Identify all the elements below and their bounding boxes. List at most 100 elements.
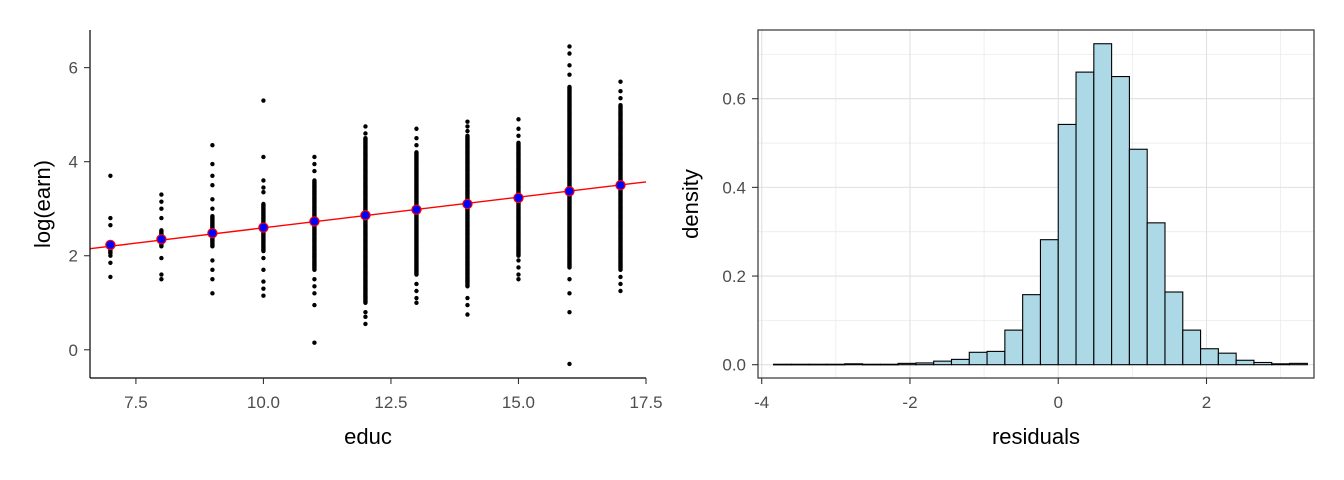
data-point xyxy=(261,185,266,190)
data-point xyxy=(159,255,164,261)
histogram-bar xyxy=(773,363,792,366)
data-point xyxy=(414,150,419,155)
histogram-bar xyxy=(1111,76,1130,366)
data-point xyxy=(414,143,419,148)
histogram-bar xyxy=(861,363,881,366)
data-point xyxy=(210,197,215,202)
x-tick-label: 2 xyxy=(1202,393,1211,412)
data-point xyxy=(363,309,368,315)
data-point xyxy=(363,135,368,141)
histogram-bar xyxy=(1004,329,1024,366)
data-point xyxy=(108,222,113,228)
group-mean-point xyxy=(462,198,473,210)
data-point xyxy=(516,140,521,146)
data-point xyxy=(261,267,266,273)
data-point xyxy=(516,272,521,277)
data-point xyxy=(312,302,317,308)
data-point xyxy=(261,286,266,291)
data-point xyxy=(261,154,266,160)
y-axis-ticks: 0.0 0.2 0.4 0.6 xyxy=(722,90,758,375)
histogram-bar xyxy=(1075,71,1095,366)
histogram-bar xyxy=(1146,222,1166,366)
data-point xyxy=(516,133,521,139)
x-tick-label: 12.5 xyxy=(374,393,407,412)
data-point xyxy=(516,265,521,270)
data-point xyxy=(465,128,470,134)
group-mean-point xyxy=(309,216,320,227)
data-point xyxy=(312,154,317,160)
data-point xyxy=(210,206,215,211)
group-mean-point xyxy=(411,204,422,215)
group-mean-point xyxy=(564,186,575,197)
data-point xyxy=(261,178,266,183)
group-mean-point xyxy=(513,192,524,204)
histogram-bar xyxy=(1039,239,1059,366)
histogram-bar xyxy=(1182,329,1202,366)
y-tick-label: 6 xyxy=(69,59,78,78)
data-point xyxy=(210,258,215,263)
histogram-bar xyxy=(826,363,846,366)
histogram-bar xyxy=(1288,362,1308,366)
group-mean-point xyxy=(105,239,116,251)
data-point xyxy=(567,63,572,68)
data-point xyxy=(159,272,164,277)
data-point xyxy=(261,293,266,298)
histogram-bar xyxy=(897,362,917,366)
data-point xyxy=(108,173,113,178)
histogram-panel: -4 -2 0 2 0.0 0.2 0.4 0.6 residuals density xyxy=(678,29,1315,449)
data-point xyxy=(210,161,215,167)
data-point xyxy=(108,215,113,221)
y-axis-title: density xyxy=(678,169,703,239)
y-tick-label: 0.4 xyxy=(722,178,746,197)
data-point xyxy=(210,182,215,188)
histogram-bar xyxy=(1235,359,1255,366)
data-point xyxy=(363,321,368,327)
data-point xyxy=(312,340,317,345)
y-axis-title: log(earn) xyxy=(30,160,55,248)
data-point xyxy=(210,173,215,178)
data-point xyxy=(312,277,317,282)
group-mean-point xyxy=(258,222,269,233)
histogram-bar xyxy=(1271,363,1291,366)
data-point xyxy=(363,131,368,136)
y-tick-label: 4 xyxy=(69,153,78,172)
data-point xyxy=(465,124,470,129)
x-tick-label: 17.5 xyxy=(629,393,662,412)
data-point xyxy=(261,255,266,261)
histogram-bar xyxy=(968,351,988,366)
data-point xyxy=(159,199,164,204)
histogram-bar xyxy=(808,363,828,366)
data-point xyxy=(465,312,470,317)
data-point xyxy=(261,98,266,103)
data-point xyxy=(567,277,572,282)
histogram-bar xyxy=(844,363,864,366)
data-point xyxy=(618,103,623,108)
histogram-bar xyxy=(1093,43,1113,366)
data-point xyxy=(567,291,572,296)
data-point xyxy=(159,192,164,197)
y-tick-label: 0.0 xyxy=(722,356,746,375)
data-point xyxy=(465,302,470,308)
histogram-bar xyxy=(1128,148,1148,366)
histogram-bars xyxy=(773,43,1308,366)
histogram-bar xyxy=(1217,352,1237,366)
group-mean-point xyxy=(615,179,626,191)
histogram-bar xyxy=(1164,291,1184,366)
data-point xyxy=(312,161,317,167)
data-point xyxy=(567,309,572,315)
data-point xyxy=(465,119,470,124)
data-point xyxy=(261,279,266,284)
data-point xyxy=(363,314,368,320)
histogram-bar xyxy=(933,360,953,366)
x-tick-label: 7.5 xyxy=(124,393,148,412)
data-point xyxy=(618,79,623,84)
histogram-bar xyxy=(950,358,970,366)
data-point xyxy=(210,277,215,282)
data-point xyxy=(312,168,317,174)
data-point xyxy=(567,72,572,77)
data-point xyxy=(618,281,623,287)
y-axis-ticks: 0 2 4 6 xyxy=(69,59,90,360)
scatter-points xyxy=(108,44,623,367)
data-point xyxy=(159,215,164,221)
data-point xyxy=(261,190,266,195)
